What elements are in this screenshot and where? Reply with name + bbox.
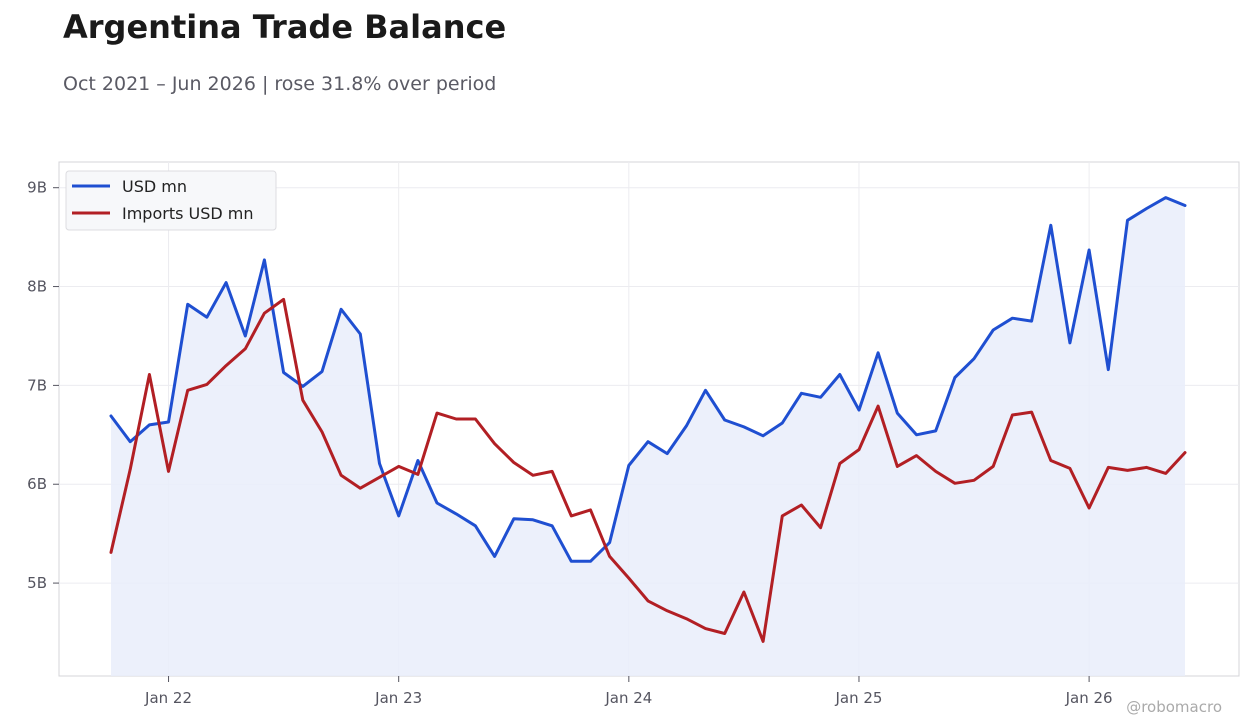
- y-tick-label: 9B: [27, 179, 47, 197]
- legend: USD mn Imports USD mn: [65, 170, 277, 231]
- y-tick-label: 7B: [27, 376, 47, 394]
- legend-label-usd: USD mn: [122, 177, 187, 196]
- y-axis: 5B 6B 7B 8B 9B: [27, 179, 59, 592]
- legend-label-imports: Imports USD mn: [122, 204, 254, 223]
- y-tick-label: 6B: [27, 475, 47, 493]
- series-line-imports: [109, 297, 1187, 643]
- series-line-usd: [109, 196, 1187, 563]
- y-tick-label: 5B: [27, 574, 47, 592]
- y-tick-label: 8B: [27, 278, 47, 296]
- series-layer: [109, 196, 1187, 676]
- x-tick-label: Jan 23: [374, 689, 422, 707]
- x-axis: Jan 22 Jan 23 Jan 24 Jan 25 Jan 26: [144, 676, 1113, 707]
- x-tick-label: Jan 24: [604, 689, 652, 707]
- legend-box: [65, 170, 277, 231]
- x-tick-label: Jan 22: [144, 689, 192, 707]
- credit-watermark: @robomacro: [1126, 698, 1222, 716]
- x-tick-label: Jan 25: [834, 689, 882, 707]
- chart-title: Argentina Trade Balance: [63, 8, 507, 46]
- series-area-fill: [111, 197, 1185, 676]
- chart-subtitle: Oct 2021 – Jun 2026 | rose 31.8% over pe…: [63, 73, 497, 95]
- x-tick-label: Jan 26: [1065, 689, 1113, 707]
